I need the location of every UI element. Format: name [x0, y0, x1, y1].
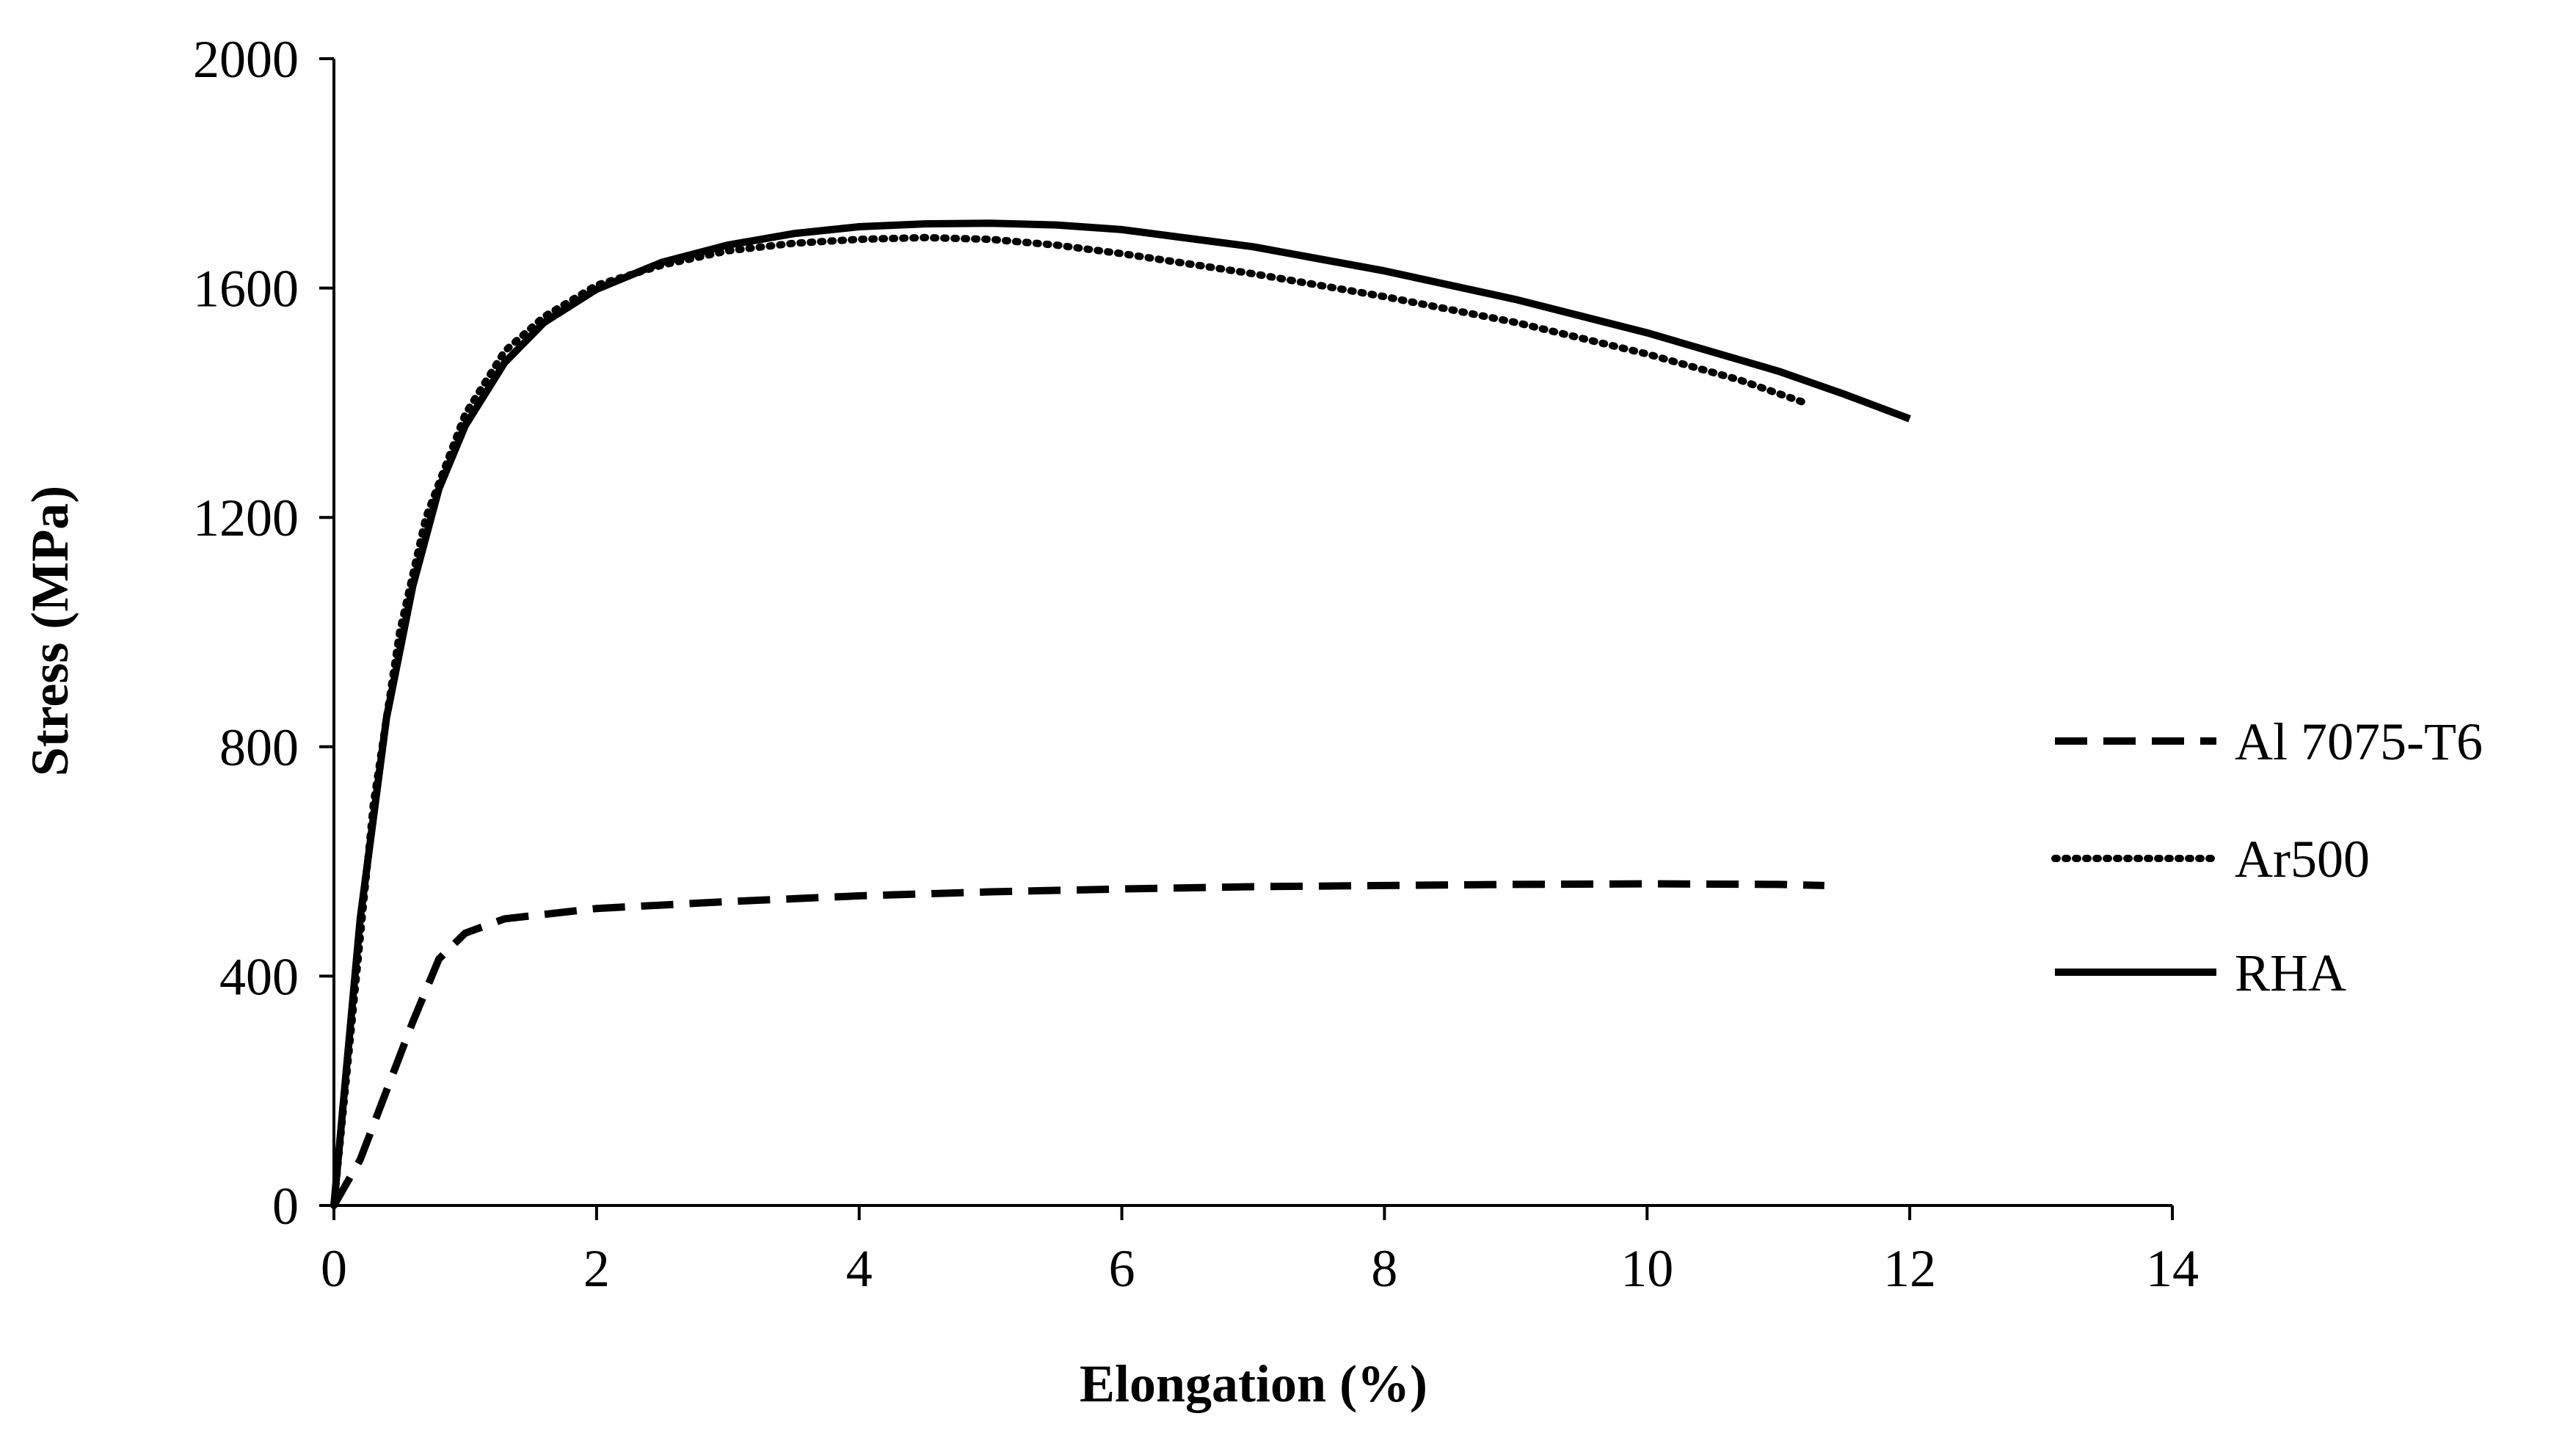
x-tick-label: 10 [1620, 1239, 1673, 1298]
series-layer [330, 219, 1911, 1209]
axes [332, 59, 2172, 1207]
y-tick-label: 800 [219, 718, 299, 777]
y-tick-label: 400 [219, 947, 299, 1006]
legend-label: RHA [2235, 944, 2346, 1002]
legend-label: Ar500 [2235, 830, 2370, 889]
y-tick-label: 0 [272, 1177, 299, 1236]
x-ticks: 0 2 4 6 8 10 12 14 [321, 1205, 2199, 1298]
x-tick-label: 12 [1883, 1239, 1936, 1298]
x-tick-label: 6 [1109, 1239, 1135, 1298]
series-line-rha [330, 219, 1911, 1206]
x-tick-label: 4 [846, 1239, 873, 1298]
y-tick-label: 2000 [193, 30, 299, 89]
x-tick-label: 8 [1371, 1239, 1397, 1298]
y-ticks: 0 400 800 1200 1600 2000 [193, 30, 334, 1236]
legend-label: Al 7075-T6 [2235, 712, 2483, 771]
x-tick-label: 2 [583, 1239, 610, 1298]
legend: Al 7075-T6 Ar500 RHA [2051, 712, 2483, 1002]
x-axis-title: Elongation (%) [1080, 1354, 1427, 1413]
y-tick-label: 1600 [193, 260, 299, 318]
x-tick-label: 14 [2146, 1239, 2199, 1298]
y-tick-label: 1200 [193, 489, 299, 547]
y-axis-title: Stress (MPa) [21, 486, 79, 777]
x-tick-label: 0 [321, 1239, 347, 1298]
series-line-al-7075-t6 [330, 880, 1824, 1208]
series-line-ar500 [330, 233, 1808, 1209]
